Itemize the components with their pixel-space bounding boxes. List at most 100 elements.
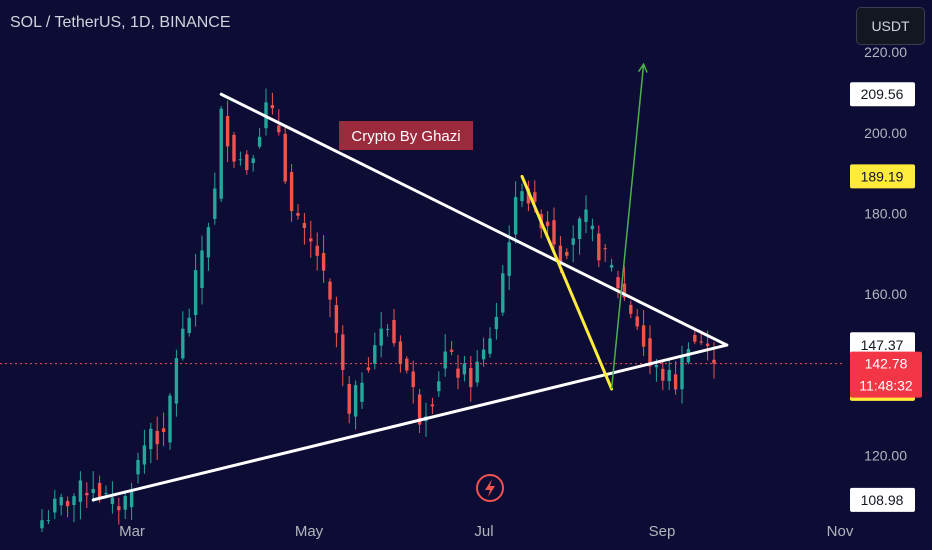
candle [168, 393, 172, 450]
candle [366, 357, 371, 373]
symbol-title[interactable]: SOL / TetherUS, 1D, BINANCE [10, 14, 231, 31]
candle-body [193, 270, 198, 315]
candle [321, 235, 326, 283]
candle [161, 412, 166, 447]
candle-body [590, 225, 595, 230]
candle-body [699, 341, 703, 343]
candle-body [283, 133, 287, 182]
candle-body [443, 351, 447, 369]
y-tick-label: 220.00 [864, 44, 907, 60]
candle [85, 482, 89, 509]
candle-body [475, 361, 479, 383]
tradingview-logo[interactable] [476, 474, 504, 502]
y-tick-label: 180.00 [864, 205, 907, 221]
countdown-timer: 11:48:32 [859, 378, 913, 394]
candle [584, 195, 588, 234]
candle [315, 232, 319, 271]
last-price-value: 142.78 [865, 356, 908, 372]
candle [603, 243, 607, 262]
candle-body [104, 493, 108, 495]
candle [181, 311, 185, 361]
projection-arrow-line[interactable] [610, 64, 645, 390]
candle-body [72, 496, 76, 506]
candle [513, 181, 518, 244]
currency-button[interactable]: USDT [856, 7, 925, 45]
candle-body [635, 316, 639, 327]
candle [449, 341, 454, 356]
y-tick-label: 200.00 [864, 125, 907, 141]
candle [398, 335, 403, 373]
price-tag-label: 147.37 [861, 337, 904, 353]
candle-body [648, 338, 652, 367]
x-tick-label: May [295, 523, 324, 540]
price-tag-label: 209.56 [861, 86, 904, 102]
candle [437, 371, 441, 397]
drawings-layer[interactable] [91, 62, 729, 502]
candle-body [168, 395, 172, 443]
candle [609, 258, 614, 272]
price-tag: 209.56 [850, 82, 915, 107]
candle-body [494, 316, 499, 330]
candle [142, 429, 147, 474]
candle [648, 325, 652, 375]
price-tag-label: 108.98 [861, 492, 904, 508]
candles-layer [40, 88, 716, 533]
candle [59, 493, 63, 516]
candle [225, 100, 230, 163]
candle [53, 490, 57, 520]
candle [283, 126, 287, 185]
candle-body [302, 222, 307, 228]
candle-body [149, 428, 153, 450]
descending-resistance-line[interactable] [520, 174, 614, 391]
candle-body [347, 384, 351, 414]
candle [360, 372, 364, 409]
candle-body [59, 497, 63, 506]
price-tag: 147.37 [850, 333, 915, 358]
candle-body [398, 341, 403, 365]
candle [456, 354, 460, 390]
candle-body [565, 251, 569, 256]
price-axis[interactable]: 220.00 200.00 180.00 160.00 120.00 [864, 44, 907, 463]
candle [123, 490, 127, 519]
candle-body [309, 238, 313, 242]
candle [475, 350, 479, 387]
candle-body [136, 459, 140, 475]
candle [341, 325, 345, 387]
candle [136, 452, 140, 484]
candle-body [680, 355, 684, 390]
candle-body [712, 359, 716, 364]
candle [264, 88, 268, 136]
lower-trendline[interactable] [91, 343, 729, 502]
candle-body [334, 305, 339, 334]
candle [673, 361, 678, 395]
candle-body [462, 363, 467, 375]
candle [46, 509, 51, 525]
candle [270, 92, 275, 115]
candle-body [213, 188, 217, 219]
price-tag-label: 189.19 [861, 168, 904, 184]
candle-body [85, 493, 89, 496]
candle-body [206, 227, 211, 258]
candle [379, 311, 383, 358]
candle-body [507, 242, 511, 276]
candle-body [520, 191, 524, 202]
candle-body [603, 248, 607, 250]
candle [635, 309, 639, 331]
candle-body [110, 497, 115, 505]
upper-trendline[interactable] [219, 92, 729, 347]
candle [385, 324, 390, 337]
time-axis[interactable]: Mar May Jul Sep Nov [119, 523, 854, 540]
candle [149, 422, 153, 464]
candle [200, 235, 204, 305]
candle-body [40, 520, 44, 529]
candle-body [379, 328, 383, 346]
candle [40, 509, 44, 533]
candle [430, 397, 435, 414]
candle-body [629, 304, 633, 314]
candle [187, 308, 191, 337]
logo-circle [476, 474, 504, 502]
x-tick-label: Nov [827, 523, 854, 540]
candle-body [341, 334, 345, 370]
candle-body [225, 116, 230, 147]
